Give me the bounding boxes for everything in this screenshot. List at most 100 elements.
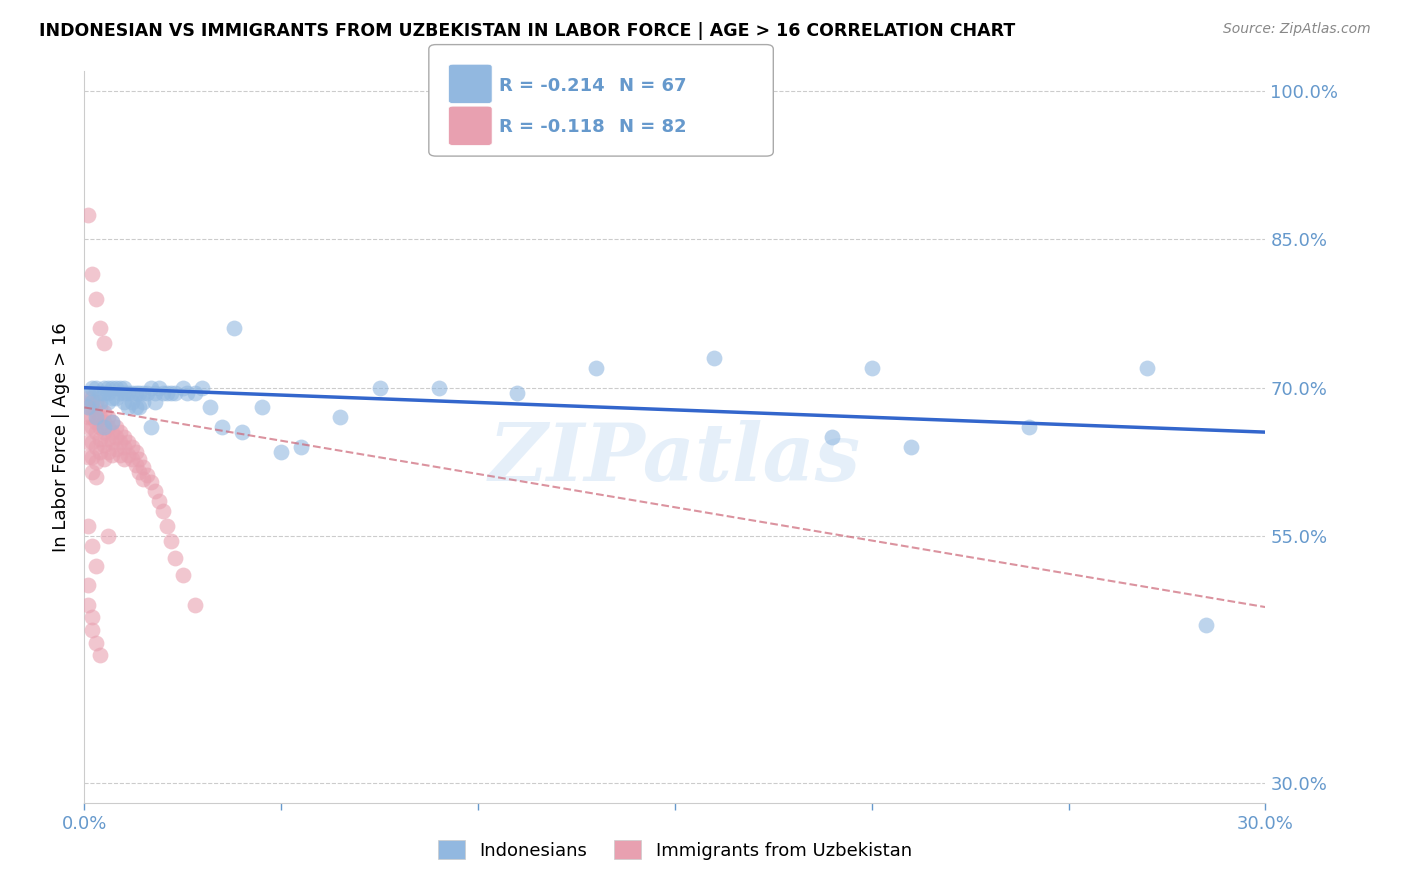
Point (183, 385, 205, 400)
Point (128, 401, 150, 415)
Point (82, 539, 104, 553)
Point (77, 598, 100, 612)
Point (108, 381, 131, 395)
Legend: Indonesians, Immigrants from Uzbekistan: Indonesians, Immigrants from Uzbekistan (430, 833, 920, 867)
Text: N = 67: N = 67 (619, 77, 686, 95)
Point (117, 385, 139, 400)
Text: ZIPatlas: ZIPatlas (489, 420, 860, 498)
Point (176, 385, 198, 400)
Point (128, 451, 150, 466)
Point (821, 430, 844, 444)
Point (77, 420, 100, 434)
Point (124, 385, 146, 400)
Point (222, 321, 245, 335)
Point (124, 445, 146, 459)
Point (82, 420, 104, 434)
Point (112, 451, 135, 466)
Point (163, 550, 186, 565)
Point (104, 430, 127, 444)
Point (101, 381, 124, 395)
Point (82, 410, 104, 425)
Point (108, 425, 131, 439)
Point (160, 533, 183, 548)
Point (160, 385, 183, 400)
Point (136, 385, 159, 400)
Point (104, 391, 127, 405)
Point (585, 360, 607, 375)
Point (77, 410, 100, 425)
Point (101, 425, 124, 439)
Point (84, 405, 107, 419)
Point (117, 448, 139, 462)
Point (84, 455, 107, 469)
Point (93, 405, 115, 419)
Point (270, 445, 292, 459)
Point (290, 440, 312, 454)
Point (82, 435, 104, 450)
Point (84, 410, 107, 425)
Point (82, 395, 104, 409)
Point (89, 648, 111, 662)
Point (84, 558, 107, 573)
Point (82, 267, 104, 281)
Point (93, 336, 115, 351)
Point (77, 401, 100, 415)
Y-axis label: In Labor Force | Age > 16: In Labor Force | Age > 16 (52, 322, 70, 552)
Point (141, 420, 163, 434)
Point (82, 391, 104, 405)
Point (104, 420, 127, 434)
Point (148, 381, 170, 395)
Point (77, 391, 100, 405)
Point (101, 448, 124, 462)
Point (112, 430, 135, 444)
Point (101, 435, 124, 450)
Point (77, 385, 100, 400)
Point (77, 435, 100, 450)
Point (148, 494, 170, 508)
Text: N = 82: N = 82 (619, 119, 686, 136)
Point (82, 450, 104, 464)
Point (703, 351, 725, 365)
Point (1136, 360, 1159, 375)
Point (77, 401, 100, 415)
Point (141, 381, 163, 395)
Point (156, 385, 179, 400)
Point (89, 445, 111, 459)
Point (97, 385, 120, 400)
Point (1195, 618, 1218, 632)
Point (128, 465, 150, 479)
Point (200, 401, 222, 415)
Point (121, 440, 143, 454)
Point (427, 381, 450, 395)
Point (132, 395, 155, 409)
Point (89, 321, 111, 335)
Point (77, 208, 100, 222)
Point (84, 469, 107, 483)
Point (121, 385, 143, 400)
Point (900, 440, 922, 454)
Point (1018, 420, 1040, 434)
Point (112, 440, 135, 454)
Point (183, 598, 205, 612)
Point (97, 420, 120, 434)
Point (860, 360, 883, 375)
Point (93, 415, 115, 429)
Point (506, 385, 529, 400)
Text: R = -0.214: R = -0.214 (499, 77, 605, 95)
Point (211, 420, 233, 434)
Point (101, 415, 124, 429)
Point (368, 381, 391, 395)
Point (89, 395, 111, 409)
Point (84, 635, 107, 649)
Point (152, 385, 174, 400)
Point (101, 391, 124, 405)
Point (89, 432, 111, 446)
Point (132, 385, 155, 400)
Point (82, 381, 104, 395)
Point (143, 484, 166, 499)
Point (121, 451, 143, 466)
Point (97, 445, 120, 459)
Point (89, 410, 111, 425)
Point (163, 385, 186, 400)
Point (89, 420, 111, 434)
